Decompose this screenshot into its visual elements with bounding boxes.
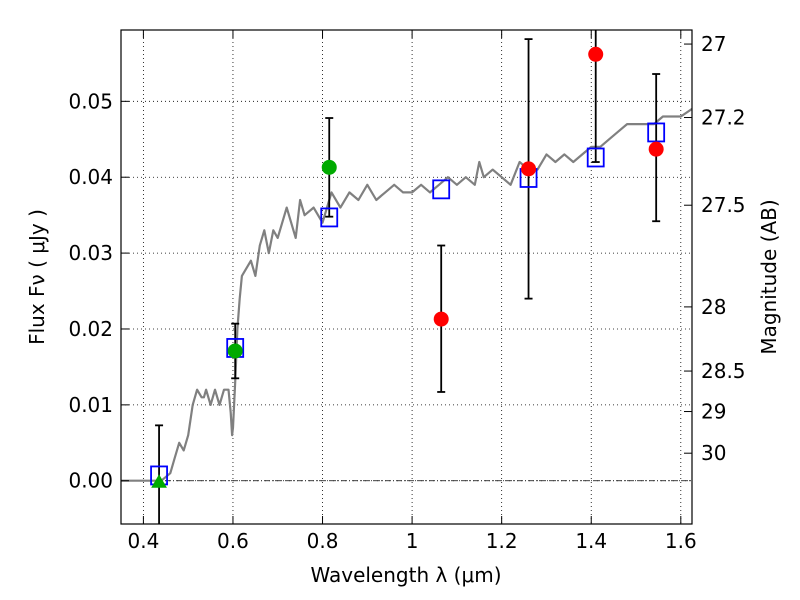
optical-point-upper-limit <box>151 474 167 488</box>
x-tick-label: 0.8 <box>307 529 339 553</box>
plot-frame <box>120 29 693 525</box>
model-band-square <box>647 122 666 143</box>
y2-tick-label: 27.5 <box>701 193 746 217</box>
y-tick-label: 0.02 <box>68 317 113 341</box>
optical-point <box>227 343 243 359</box>
y-tick-label: 0.05 <box>68 89 113 113</box>
y-tick-label: 0.01 <box>68 393 113 417</box>
y2-tick-label: 27.2 <box>701 106 746 130</box>
y-tick-label: 0.03 <box>68 241 113 265</box>
model-band-square <box>586 147 605 168</box>
y-tick-label: 0.04 <box>68 165 113 189</box>
y2-axis-label: Magnitude (AB) <box>757 199 781 354</box>
x-axis-label: Wavelength λ (μm) <box>310 563 501 587</box>
y2-tick-label: 29 <box>701 400 726 424</box>
tick-labels: 0.4 0.6 0.8 1 1.2 1.4 1.6 0.00 0.01 0.02 0.03 0.04 0… <box>68 32 745 553</box>
model-band-square <box>432 179 451 200</box>
model-spectrum-line <box>121 107 692 482</box>
nir-point <box>648 141 664 157</box>
axis-ticks <box>121 30 692 524</box>
grid <box>121 30 692 524</box>
y-tick-label: 0.00 <box>68 469 113 493</box>
x-tick-label: 1.6 <box>665 529 697 553</box>
optical-point <box>321 159 337 175</box>
y2-tick-label: 27 <box>701 32 726 56</box>
y-axis-label: Flux Fν ( μJy ) <box>25 209 49 345</box>
model-band-square <box>320 207 339 228</box>
model-spectrum <box>121 107 692 482</box>
data-markers <box>150 46 666 488</box>
error-bars <box>155 30 661 524</box>
y2-tick-label: 30 <box>701 441 726 465</box>
x-tick-label: 1 <box>406 529 419 553</box>
nir-point <box>588 46 604 62</box>
nir-point <box>521 161 537 177</box>
y2-tick-label: 28.5 <box>701 359 746 383</box>
x-tick-label: 1.4 <box>575 529 607 553</box>
x-tick-label: 0.6 <box>217 529 249 553</box>
nir-point <box>433 311 449 327</box>
y2-tick-label: 28 <box>701 295 726 319</box>
x-tick-label: 1.2 <box>486 529 518 553</box>
x-tick-label: 0.4 <box>127 529 159 553</box>
